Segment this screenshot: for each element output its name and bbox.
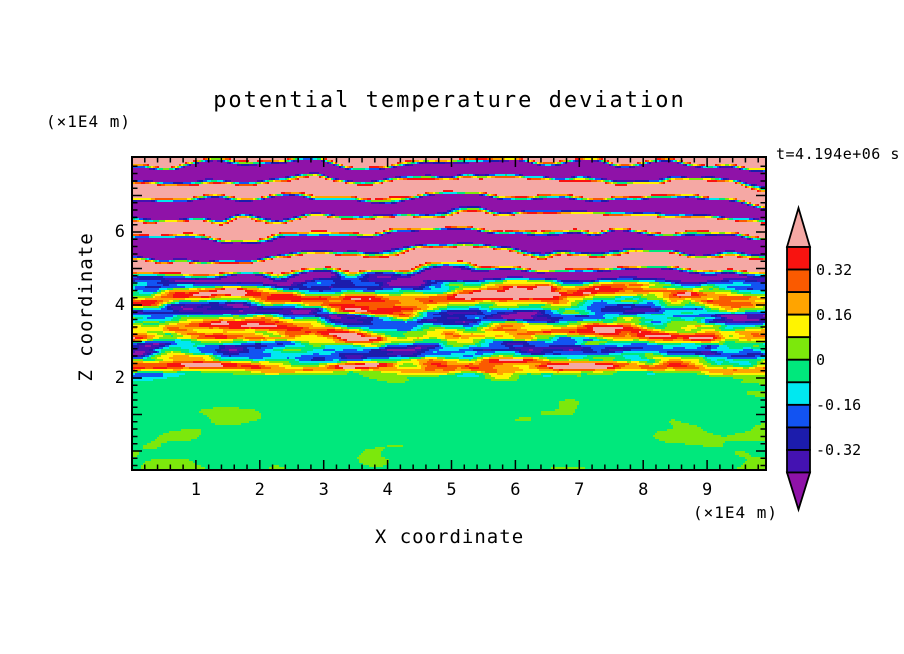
x-tick-label: 5 bbox=[446, 480, 457, 500]
x-tick-label: 7 bbox=[574, 480, 585, 500]
colorbar-segment bbox=[786, 426, 811, 451]
colorbar-tick-label: 0.32 bbox=[816, 260, 853, 279]
colorbar-up-arrow bbox=[785, 204, 812, 248]
x-tick-label: 2 bbox=[254, 480, 265, 500]
colorbar-segment bbox=[786, 313, 811, 339]
x-tick-label: 9 bbox=[701, 480, 713, 500]
colorbar-tick-label: -0.16 bbox=[816, 395, 862, 414]
x-tick-label: 8 bbox=[638, 480, 649, 500]
z-tick-label: 6 bbox=[114, 222, 125, 242]
colorbar-segment bbox=[786, 358, 811, 384]
chart-title: potential temperature deviation bbox=[213, 88, 686, 113]
colorbar-segment bbox=[786, 336, 811, 361]
colorbar-down-arrow bbox=[785, 471, 812, 513]
x-tick-label: 6 bbox=[510, 480, 521, 500]
colorbar-segment bbox=[786, 449, 811, 474]
colorbar-segment bbox=[786, 246, 811, 271]
x-tick-label: 3 bbox=[318, 480, 329, 500]
x-axis-units-label: (×1E4 m) bbox=[692, 503, 778, 522]
z-axis-units-label: (×1E4 m) bbox=[46, 112, 132, 131]
z-tick-label: 2 bbox=[114, 368, 125, 388]
x-tick-label: 4 bbox=[382, 480, 393, 500]
colorbar-segment bbox=[786, 268, 811, 294]
contour-plot-canvas bbox=[131, 156, 767, 471]
colorbar-segment bbox=[786, 381, 811, 406]
colorbar-tick-label: 0.16 bbox=[816, 305, 853, 324]
z-tick-label: 4 bbox=[114, 295, 125, 315]
colorbar-segment bbox=[786, 291, 811, 316]
colorbar: 0.32 0.16 0 -0.16 -0.32 bbox=[775, 204, 904, 517]
x-axis-label: X coordinate bbox=[374, 526, 525, 548]
colorbar-tick-label: -0.32 bbox=[816, 440, 862, 459]
x-tick-label: 1 bbox=[190, 480, 202, 500]
colorbar-svg bbox=[785, 204, 812, 513]
colorbar-tick-label: 0 bbox=[816, 350, 826, 369]
time-label: t=4.194e+06 s bbox=[776, 145, 900, 163]
colorbar-segment bbox=[786, 403, 811, 429]
